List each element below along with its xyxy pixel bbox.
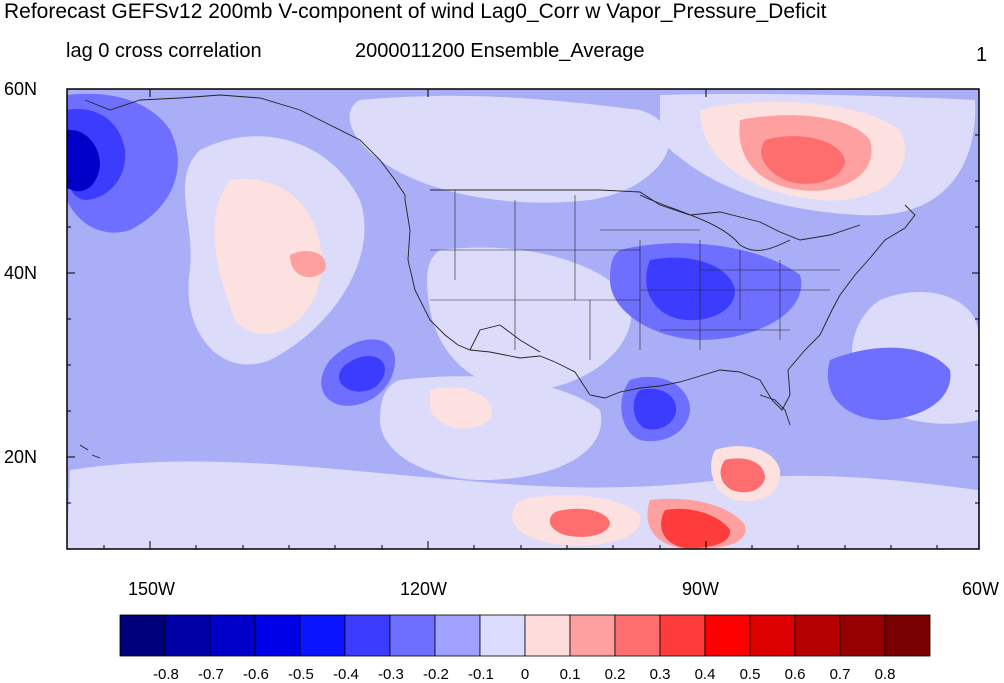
colorbar-swatch	[434, 614, 481, 657]
us-mexico-border	[469, 324, 541, 353]
field-canada-light	[349, 95, 670, 203]
alaska-canada-coast	[84, 94, 406, 196]
lon-label-150w: 150W	[128, 579, 176, 599]
field-south-pink-core	[549, 508, 610, 537]
colorbar-swatch	[299, 614, 346, 657]
colorbar-tick-label: -0.6	[243, 666, 269, 683]
colorbar-swatch	[479, 614, 526, 657]
subtitle-center: 2000011200 Ensemble_Average	[355, 40, 645, 62]
map-title: Reforecast GEFSv12 200mb V-component of …	[4, 0, 827, 23]
colorbar-tick-label: -0.5	[288, 666, 314, 683]
geographic-outlines	[79, 94, 916, 459]
lon-label-120w: 120W	[400, 579, 448, 599]
colorbar-swatch	[749, 614, 796, 657]
colorbar-tick-label: 0.7	[829, 666, 851, 683]
colorbar-swatch	[119, 614, 166, 657]
colorbar-swatch	[344, 614, 391, 657]
lat-label-40n: 40N	[4, 263, 38, 283]
field-blue-subtropical-core	[338, 355, 385, 392]
field-pink-pacific	[214, 178, 322, 335]
hawaii-islands	[79, 444, 101, 459]
colorbar-tick-label: 0.6	[784, 666, 806, 683]
colorbar-tick-label: -0.2	[423, 666, 449, 683]
field-blue-gulf-core	[633, 388, 677, 430]
lat-label-60n: 60N	[4, 79, 38, 99]
us-state-borders	[430, 190, 840, 360]
field-caribbean-red	[661, 508, 731, 549]
colorbar-tick-label: -0.8	[153, 666, 179, 683]
colorbar-swatch	[389, 614, 436, 657]
colorbar-swatch	[884, 614, 931, 657]
colorbar-swatch	[524, 614, 571, 657]
colorbar-tick-label: 0.5	[739, 666, 761, 683]
colorbar-tick-label: -0.7	[198, 666, 224, 683]
colorbar-tick-label: 0.2	[604, 666, 626, 683]
colorbar-tick-label: 0.1	[559, 666, 581, 683]
colorbar-tick-label: -0.3	[378, 666, 404, 683]
colorbar-swatch	[614, 614, 661, 657]
correlation-field	[67, 89, 979, 549]
field-blue-central-core	[646, 257, 735, 321]
axis-ticks	[67, 88, 980, 549]
colorbar-swatch	[569, 614, 616, 657]
colorbar	[119, 614, 931, 657]
field-pink-pacific-core	[290, 250, 326, 278]
lon-label-90w: 90W	[682, 579, 720, 599]
colorbar-swatch	[209, 614, 256, 657]
colorbar-swatch	[794, 614, 841, 657]
colorbar-tick-label: 0.3	[649, 666, 671, 683]
colorbar-swatch	[254, 614, 301, 657]
colorbar-swatch	[164, 614, 211, 657]
cuba-outline	[759, 394, 791, 426]
subtitle-right: 1	[976, 44, 988, 66]
us-coastline	[404, 195, 916, 411]
field-central-us-light	[427, 247, 632, 391]
field-mexico-pink	[430, 387, 492, 429]
colorbar-tick-label: -0.1	[468, 666, 494, 683]
lon-label-60w: 60W	[962, 579, 1000, 599]
colorbar-swatch	[659, 614, 706, 657]
colorbar-tick-label: -0.4	[333, 666, 359, 683]
colorbar-swatch	[704, 614, 751, 657]
colorbar-tick-label: 0.8	[874, 666, 896, 683]
us-canada-border	[430, 189, 861, 241]
field-blue-gulf-alaska-core	[67, 129, 100, 192]
subtitle-left: lag 0 cross correlation	[66, 40, 262, 62]
field-hudson-core	[761, 136, 845, 184]
lat-label-20n: 20N	[4, 447, 38, 467]
colorbar-swatch	[839, 614, 886, 657]
field-caribbean-red-2	[720, 458, 765, 493]
colorbar-tick-label: 0.4	[694, 666, 716, 683]
great-lakes	[639, 194, 791, 251]
field-blue-atlantic	[827, 347, 951, 420]
colorbar-tick-label: 0	[520, 666, 530, 683]
